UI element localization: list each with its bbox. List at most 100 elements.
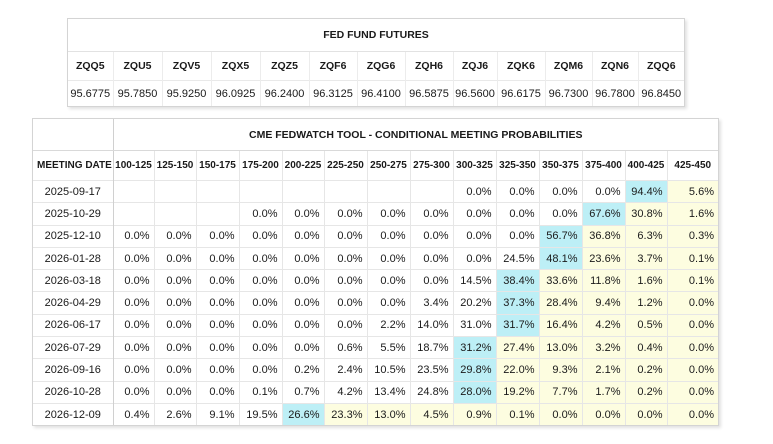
probability-cell: 19.2% (496, 380, 540, 404)
futures-price: 95.9250 (162, 80, 212, 106)
probability-cell: 0.0% (196, 291, 240, 315)
probability-cell: 18.7% (410, 336, 454, 359)
probability-cell: 0.0% (625, 402, 668, 426)
probability-cell: 23.5% (410, 358, 454, 382)
probability-cell: 0.0% (324, 224, 368, 248)
probability-cell: 0.0% (239, 246, 283, 270)
probability-cell: 26.6% (282, 402, 325, 426)
probability-cell: 0.2% (282, 358, 325, 382)
probability-cell: 0.0% (239, 358, 283, 382)
probability-cell (196, 202, 240, 226)
meeting-date: 2026-01-28 (33, 246, 114, 270)
rate-range-header: 150-175 (196, 150, 240, 181)
probability-cell: 0.0% (239, 291, 283, 315)
probability-cell: 0.0% (324, 269, 368, 292)
probability-cell: 0.0% (667, 336, 718, 359)
probability-cell: 0.0% (539, 202, 583, 226)
probability-cell: 0.2% (625, 358, 668, 382)
probabilities-table: CME FEDWATCH TOOL - CONDITIONAL MEETING … (33, 119, 718, 426)
probability-cell: 0.9% (453, 402, 497, 426)
probability-cell: 0.0% (154, 246, 197, 270)
probability-cell (410, 179, 454, 203)
probability-cell (324, 179, 368, 203)
probability-cell: 94.4% (625, 179, 668, 203)
futures-price: 96.5600 (453, 80, 498, 106)
probability-cell: 0.0% (367, 202, 411, 226)
probability-cell: 23.6% (582, 246, 626, 270)
probability-cell: 1.2% (625, 291, 668, 315)
probability-cell: 0.1% (239, 380, 283, 404)
probability-cell: 0.0% (410, 246, 454, 270)
probability-cell: 9.3% (539, 358, 583, 382)
probability-cell: 0.0% (196, 246, 240, 270)
rate-range-header: 200-225 (282, 150, 325, 181)
probability-cell: 0.0% (113, 291, 155, 315)
probability-cell: 5.5% (367, 336, 411, 359)
rate-range-header-row: MEETING DATE 100-125 125-150 150-175 175-20… (33, 150, 718, 181)
probability-cell: 5.6% (667, 179, 718, 203)
fed-fund-futures-panel: FED FUND FUTURES ZQQ5 ZQU5 ZQV5 ZQX5 ZQZ5 ZQF… (67, 18, 685, 107)
probability-cell: 2.2% (367, 313, 411, 337)
rate-range-header: 350-375 (539, 150, 583, 181)
probability-cell: 0.0% (282, 224, 325, 248)
probability-cell: 0.0% (410, 224, 454, 248)
futures-code: ZQK6 (497, 51, 546, 81)
probability-cell: 10.5% (367, 358, 411, 382)
probability-cell: 6.3% (625, 224, 668, 248)
probability-cell: 0.4% (113, 402, 155, 426)
probability-cell: 0.0% (154, 224, 197, 248)
probability-cell: 0.0% (453, 224, 497, 248)
table-row: 2026-03-18 0.0% 0.0% 0.0% 0.0% 0.0% 0.0% 0.0% 0.… (33, 269, 718, 292)
rate-range-header: 125-150 (154, 150, 197, 181)
probability-cell: 0.0% (239, 224, 283, 248)
meeting-date: 2026-09-16 (33, 358, 114, 382)
table-row: 2025-10-29 0.0% 0.0% 0.0% 0.0% 0.0% 0.0% 0.0% 0.… (33, 202, 718, 226)
table-row: 2026-04-29 0.0% 0.0% 0.0% 0.0% 0.0% 0.0% 0.0% 3.… (33, 291, 718, 315)
probability-cell: 0.0% (239, 269, 283, 292)
probability-cell: 0.0% (196, 336, 240, 359)
probability-cell: 0.0% (113, 224, 155, 248)
probability-cell: 28.4% (539, 291, 583, 315)
futures-price: 96.2400 (260, 80, 310, 106)
futures-price: 96.6175 (497, 80, 546, 106)
probabilities-body: 2025-09-17 0.0% 0.0% 0.0% 0.0% 94.4% 5.6% 2025-… (33, 179, 718, 426)
fedwatch-probabilities-panel: CME FEDWATCH TOOL - CONDITIONAL MEETING … (32, 118, 719, 427)
probability-cell: 0.0% (667, 358, 718, 382)
probability-cell: 4.2% (582, 313, 626, 337)
probability-cell: 0.0% (282, 313, 325, 337)
probability-cell: 0.0% (239, 336, 283, 359)
probability-cell: 0.0% (496, 202, 540, 226)
probability-cell: 0.0% (196, 269, 240, 292)
table-row: 2026-06-17 0.0% 0.0% 0.0% 0.0% 0.0% 0.0% 2.2% 14… (33, 313, 718, 337)
probability-cell: 13.0% (367, 402, 411, 426)
probability-cell: 3.7% (625, 246, 668, 270)
futures-code: ZQM6 (545, 51, 593, 81)
futures-code: ZQG6 (357, 51, 406, 81)
probability-cell: 0.0% (113, 358, 155, 382)
futures-code: ZQU5 (113, 51, 163, 81)
probability-cell: 31.2% (453, 336, 497, 359)
rate-range-header: 375-400 (582, 150, 626, 181)
futures-code: ZQQ6 (646, 60, 676, 72)
probability-cell: 0.0% (282, 202, 325, 226)
probability-cell: 37.3% (496, 291, 540, 315)
probability-cell: 1.6% (625, 269, 668, 292)
probability-cell: 0.0% (196, 358, 240, 382)
probability-cell: 0.1% (496, 402, 540, 426)
table-row: 2026-09-16 0.0% 0.0% 0.0% 0.0% 0.2% 2.4% 10.5% 2… (33, 358, 718, 382)
probability-cell: 0.0% (324, 313, 368, 337)
probability-cell: 0.7% (282, 380, 325, 404)
probability-cell: 16.4% (539, 313, 583, 337)
probability-cell: 0.0% (539, 179, 583, 203)
probability-cell: 9.1% (196, 402, 240, 426)
table-row: 2026-10-28 0.0% 0.0% 0.0% 0.1% 0.7% 4.2% 13.4% 2… (33, 380, 718, 404)
futures-code: ZQZ5 (260, 51, 310, 81)
probability-cell: 0.0% (582, 402, 626, 426)
table-row: 2025-12-10 0.0% 0.0% 0.0% 0.0% 0.0% 0.0% 0.0% 0.… (33, 224, 718, 248)
probability-cell: 0.0% (496, 179, 540, 203)
probability-cell: 7.7% (539, 380, 583, 404)
probability-cell: 0.0% (113, 380, 155, 404)
probability-cell: 13.4% (367, 380, 411, 404)
probability-cell: 48.1% (539, 246, 583, 270)
probability-cell: 0.0% (282, 336, 325, 359)
